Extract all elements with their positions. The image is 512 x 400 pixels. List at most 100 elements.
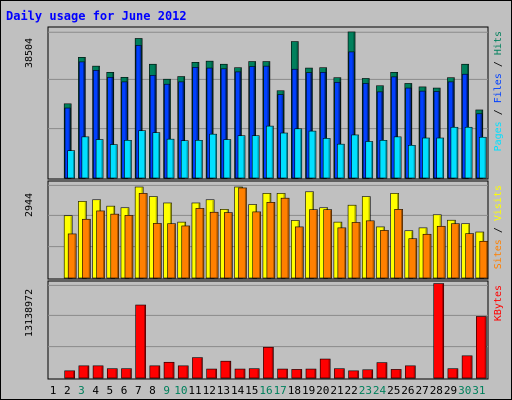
sites-bar-shade-17 [287, 198, 289, 278]
sites-bar-shade-29 [457, 224, 460, 278]
pages-bar-shade-12 [215, 134, 217, 178]
x-axis-labels: 1 2 3 4 5 6 7 8 9 10 11 12 13 14 15 16 17 18 19 20 21 22 23 24 2… [50, 384, 486, 397]
pages-bar-shade-17 [285, 133, 288, 178]
kbytes-bar-shade-11 [200, 358, 203, 378]
sites-bar-18 [294, 226, 304, 279]
x-label-day-19: 19 [302, 384, 315, 397]
sites-bar-31 [479, 240, 489, 279]
kbytes-bar-30 [461, 355, 473, 379]
sites-bar-4 [96, 210, 105, 279]
sites-bar-5 [110, 213, 120, 279]
sites-bar-27 [422, 233, 432, 279]
pages-bar-shade-3 [87, 137, 89, 178]
files-bar-shade-14 [239, 72, 241, 178]
sites-bar-shade-31 [486, 241, 488, 278]
sites-bar-22 [351, 222, 361, 279]
files-bar-shade-9 [168, 84, 170, 178]
sites-bar-24 [380, 230, 389, 279]
sites-bar-shade-16 [273, 202, 275, 278]
files-bar-shade-13 [224, 69, 227, 178]
sites-bar-shade-10 [188, 226, 190, 278]
kbytes-bar-6 [121, 368, 132, 379]
kbytes-bar-shade-30 [470, 356, 472, 378]
kbytes-bar-shade-16 [271, 347, 274, 378]
kbytes-bar-25 [390, 369, 402, 379]
sites-bar-13 [224, 212, 233, 279]
files-bar-shade-5 [111, 77, 113, 178]
sites-bar-shade-15 [259, 212, 261, 278]
pages-bar-shade-4 [101, 140, 103, 178]
x-label-day-25: 25 [387, 384, 400, 397]
x-label-day-8: 8 [149, 384, 156, 397]
kbytes-max-label: 13138972 [24, 289, 35, 337]
kbytes-panel: 13138972 KBytes [24, 280, 504, 380]
chart-panels: 38504 Pages / Files / Hits 2944 Sites / Vis… [24, 26, 504, 380]
pages-bar-12 [209, 133, 217, 179]
sites-bar-shade-21 [344, 228, 346, 278]
files-bar-shade-10 [182, 82, 184, 178]
files-bar-shade-19 [310, 73, 312, 178]
pages-bar-31 [479, 136, 487, 179]
sites-bar-19 [309, 209, 318, 279]
kbytes-bar-shade-28 [442, 284, 444, 378]
files-bar-shade-21 [338, 82, 340, 178]
pages-bar-25 [393, 136, 402, 179]
x-label-day-5: 5 [107, 384, 114, 397]
sites-bar-20 [323, 209, 332, 279]
pages-bar-shade-15 [257, 136, 259, 178]
x-label-day-10: 10 [174, 384, 187, 397]
x-label-day-3: 3 [78, 384, 85, 397]
pages-bar-shade-18 [300, 129, 302, 178]
pages-bar-20 [322, 138, 331, 179]
pages-bar-30 [464, 126, 473, 179]
pages-bar-18 [294, 128, 303, 179]
pages-bar-16 [266, 125, 274, 179]
x-label-day-18: 18 [288, 384, 301, 397]
x-label-day-14: 14 [231, 384, 245, 397]
files-bar-shade-20 [324, 72, 326, 178]
pages-bar-6 [124, 140, 132, 179]
sites-bar-26 [408, 238, 418, 279]
visits-sites-max-label: 2944 [24, 193, 35, 217]
sites-bar-7 [138, 193, 148, 279]
files-bar-shade-8 [153, 75, 156, 178]
sites-bar-shade-5 [117, 214, 119, 278]
pages-bar-shade-24 [385, 140, 387, 178]
legend-separator: / [493, 55, 504, 73]
x-label-day-21: 21 [330, 384, 343, 397]
pages-bar-26 [408, 145, 416, 179]
kbytes-bar-18 [291, 369, 303, 379]
pages-bar-shade-11 [200, 140, 203, 178]
kbytes-bar-14 [234, 368, 246, 379]
pages-bar-shade-27 [427, 138, 430, 178]
kbytes-legend: KBytes [493, 285, 504, 321]
x-label-day-12: 12 [203, 384, 216, 397]
pages-bar-shade-2 [73, 151, 75, 178]
legend-item-hits: Hits [493, 31, 504, 55]
files-bar-shade-6 [125, 82, 127, 178]
chart-title: Daily usage for June 2012 [6, 9, 187, 23]
sites-bar-16 [266, 202, 276, 279]
kbytes-bar-shade-12 [215, 369, 217, 378]
sites-bar-shade-25 [401, 209, 403, 278]
x-label-day-15: 15 [245, 384, 258, 397]
kbytes-bar-shade-5 [115, 369, 117, 378]
pages-bar-10 [180, 140, 189, 179]
kbytes-bar-shade-9 [172, 362, 174, 378]
sites-bar-29 [451, 223, 460, 279]
kbytes-bar-12 [206, 368, 217, 379]
hits-files-pages-max-label: 38504 [24, 38, 35, 68]
sites-bar-25 [394, 209, 403, 279]
sites-bar-23 [365, 220, 375, 279]
pages-bar-29 [450, 126, 459, 179]
visits-sites-panel: 2944 Sites / Visits [24, 180, 504, 280]
x-label-day-30: 30 [458, 384, 471, 397]
kbytes-bar-5 [106, 368, 118, 379]
kbytes-bar-shade-15 [257, 369, 259, 378]
kbytes-bar-23 [362, 369, 374, 379]
pages-bar-8 [152, 132, 161, 179]
sites-bar-3 [82, 218, 91, 279]
kbytes-bar-shade-20 [328, 359, 330, 378]
legend-item-files: Files [493, 73, 504, 103]
